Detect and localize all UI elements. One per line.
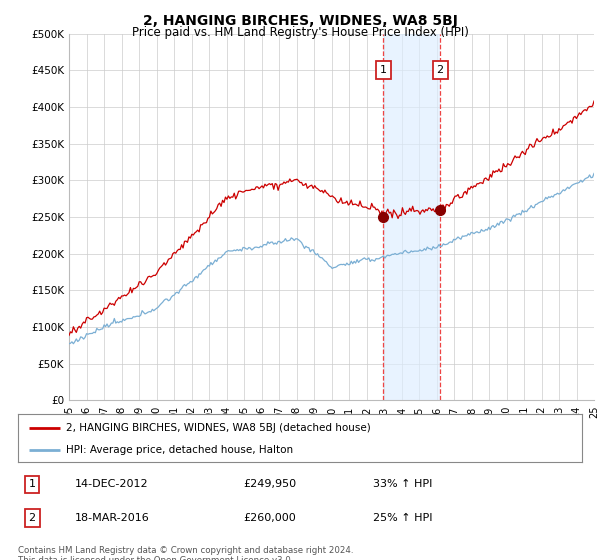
Text: Contains HM Land Registry data © Crown copyright and database right 2024.
This d: Contains HM Land Registry data © Crown c…: [18, 546, 353, 560]
Text: 33% ↑ HPI: 33% ↑ HPI: [373, 479, 433, 489]
Text: £249,950: £249,950: [244, 479, 297, 489]
Text: 2: 2: [29, 513, 35, 523]
Bar: [383, 34, 440, 400]
Text: 1: 1: [380, 66, 386, 75]
Text: £260,000: £260,000: [244, 513, 296, 523]
Text: 2, HANGING BIRCHES, WIDNES, WA8 5BJ: 2, HANGING BIRCHES, WIDNES, WA8 5BJ: [143, 14, 457, 28]
Text: 2: 2: [437, 66, 444, 75]
Text: 25% ↑ HPI: 25% ↑ HPI: [373, 513, 433, 523]
Text: 14-DEC-2012: 14-DEC-2012: [74, 479, 148, 489]
Text: 2, HANGING BIRCHES, WIDNES, WA8 5BJ (detached house): 2, HANGING BIRCHES, WIDNES, WA8 5BJ (det…: [66, 423, 371, 433]
Text: 1: 1: [29, 479, 35, 489]
Text: Price paid vs. HM Land Registry's House Price Index (HPI): Price paid vs. HM Land Registry's House …: [131, 26, 469, 39]
Text: 18-MAR-2016: 18-MAR-2016: [74, 513, 149, 523]
Text: HPI: Average price, detached house, Halton: HPI: Average price, detached house, Halt…: [66, 445, 293, 455]
